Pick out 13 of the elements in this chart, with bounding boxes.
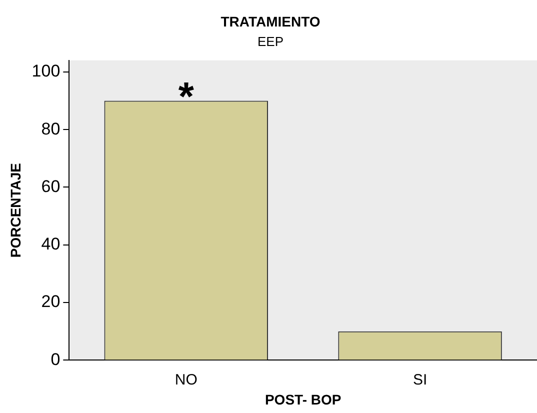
x-tick-label: SI — [412, 371, 428, 388]
x-tick-label: NO — [174, 371, 198, 388]
y-tick-label: 80 — [41, 119, 60, 138]
annotation: * — [178, 74, 194, 119]
y-tick-label: 40 — [41, 234, 60, 254]
chart-title: TRATAMIENTO — [220, 13, 320, 30]
x-axis-title: POST- BOP — [264, 391, 342, 408]
y-tick-label: 20 — [41, 292, 60, 312]
y-tick-label: 0 — [50, 350, 60, 369]
y-tick-label: 100 — [32, 62, 60, 81]
y-axis-title: PORCENTAJE — [7, 162, 24, 258]
chart-subtitle: EEP — [257, 34, 284, 50]
y-tick-label: 60 — [41, 176, 60, 196]
